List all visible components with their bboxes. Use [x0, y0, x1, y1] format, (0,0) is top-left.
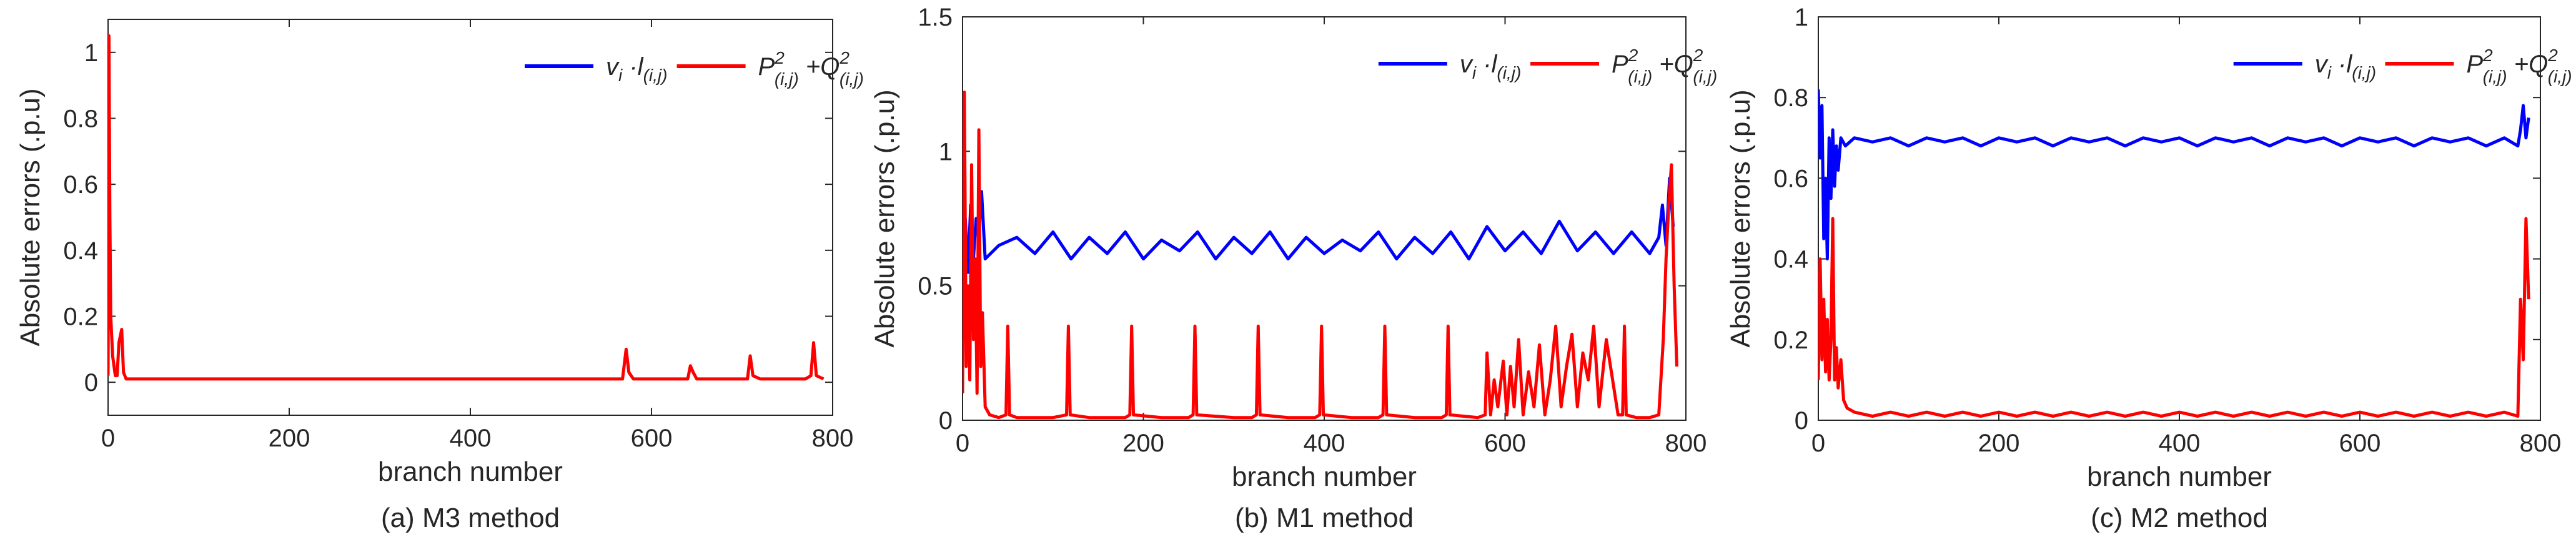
- y-tick-label: 1: [1795, 4, 1808, 31]
- axes-box: [107, 19, 833, 416]
- y-tick-label: 0: [939, 407, 953, 435]
- axes-box: [962, 16, 1687, 421]
- subplot-2: 0 200 400 600 800 0 0.2 0.4 0.6 0.8 1 branch number…: [1725, 4, 2572, 533]
- y-tick-label: 0: [84, 369, 98, 397]
- panel-caption: (b) M1 method: [1235, 503, 1414, 533]
- x-tick-label: 0: [1811, 430, 1825, 457]
- legend: vi ·l(i,j) P2 (i,j) +Q2 (i,j): [525, 48, 864, 89]
- subplot-1: 0 200 400 600 800 0 0.5 1 1.5 branch number Absolu…: [869, 4, 1717, 533]
- y-tick-label: 1: [939, 138, 953, 165]
- legend: vi ·l(i,j) P2 (i,j) +Q2 (i,j): [2233, 46, 2572, 86]
- x-tick-label: 0: [956, 430, 969, 457]
- y-axis-label: Absolute errors (.p.u): [15, 88, 46, 346]
- y-tick-label: 0: [1795, 407, 1808, 435]
- x-tick-label: 600: [631, 425, 673, 452]
- series-line-p2-q2: [1818, 217, 2530, 418]
- x-tick-label: 800: [1665, 430, 1707, 457]
- y-tick-label: 0.5: [918, 273, 953, 300]
- x-axis-label: branch number: [1232, 461, 1417, 492]
- x-tick-label: 200: [1978, 430, 2020, 457]
- series-line-v-l: [1818, 89, 2530, 261]
- legend-label-p2-q2: P2 (i,j) +Q2 (i,j): [758, 48, 864, 89]
- legend-label-v-l: vi ·l(i,j): [606, 53, 667, 85]
- y-tick-label: 0.6: [63, 171, 98, 199]
- x-axis-label: branch number: [378, 456, 563, 487]
- y-axis-label: Absolute errors (.p.u): [869, 89, 900, 347]
- y-tick-label: 0.8: [1773, 84, 1808, 112]
- subplot-0: 0 200 400 600 800 0 0.2 0.4 0.6 0.8 1 branch number…: [15, 19, 864, 533]
- x-tick-label: 400: [1304, 430, 1345, 457]
- x-axis-label: branch number: [2087, 461, 2272, 492]
- y-tick-label: 0.2: [63, 303, 98, 331]
- x-tick-label: 600: [1484, 430, 1526, 457]
- x-tick-label: 200: [1122, 430, 1164, 457]
- legend-label-p2-q2: P2 (i,j) +Q2 (i,j): [2466, 46, 2572, 86]
- x-tick-label: 400: [450, 425, 492, 452]
- x-tick-label: 400: [2159, 430, 2201, 457]
- axes-box: [1818, 16, 2541, 421]
- y-tick-label: 0.4: [63, 237, 98, 265]
- x-tick-label: 800: [812, 425, 854, 452]
- series-line-p2-q2: [108, 34, 825, 381]
- y-tick-label: 0.8: [63, 106, 98, 133]
- series-line-p2-q2: [963, 91, 1678, 420]
- y-axis-label: Absolute errors (.p.u): [1725, 89, 1756, 347]
- legend-label-p2-q2: P2 (i,j) +Q2 (i,j): [1612, 46, 1717, 86]
- x-tick-label: 200: [269, 425, 310, 452]
- y-tick-label: 0.2: [1773, 327, 1808, 354]
- x-tick-label: 800: [2520, 430, 2562, 457]
- y-tick-label: 0.6: [1773, 165, 1808, 192]
- panel-caption: (a) M3 method: [381, 503, 560, 533]
- legend: vi ·l(i,j) P2 (i,j) +Q2 (i,j): [1378, 46, 1717, 86]
- legend-label-v-l: vi ·l(i,j): [1460, 51, 1521, 82]
- legend-label-v-l: vi ·l(i,j): [2315, 51, 2376, 82]
- panel-caption: (c) M2 method: [2091, 503, 2268, 533]
- y-tick-label: 1.5: [918, 4, 953, 31]
- x-tick-label: 0: [101, 425, 115, 452]
- series-line-v-l: [963, 176, 1675, 274]
- y-tick-label: 1: [84, 39, 98, 67]
- x-tick-label: 600: [2339, 430, 2381, 457]
- y-tick-label: 0.4: [1773, 246, 1808, 274]
